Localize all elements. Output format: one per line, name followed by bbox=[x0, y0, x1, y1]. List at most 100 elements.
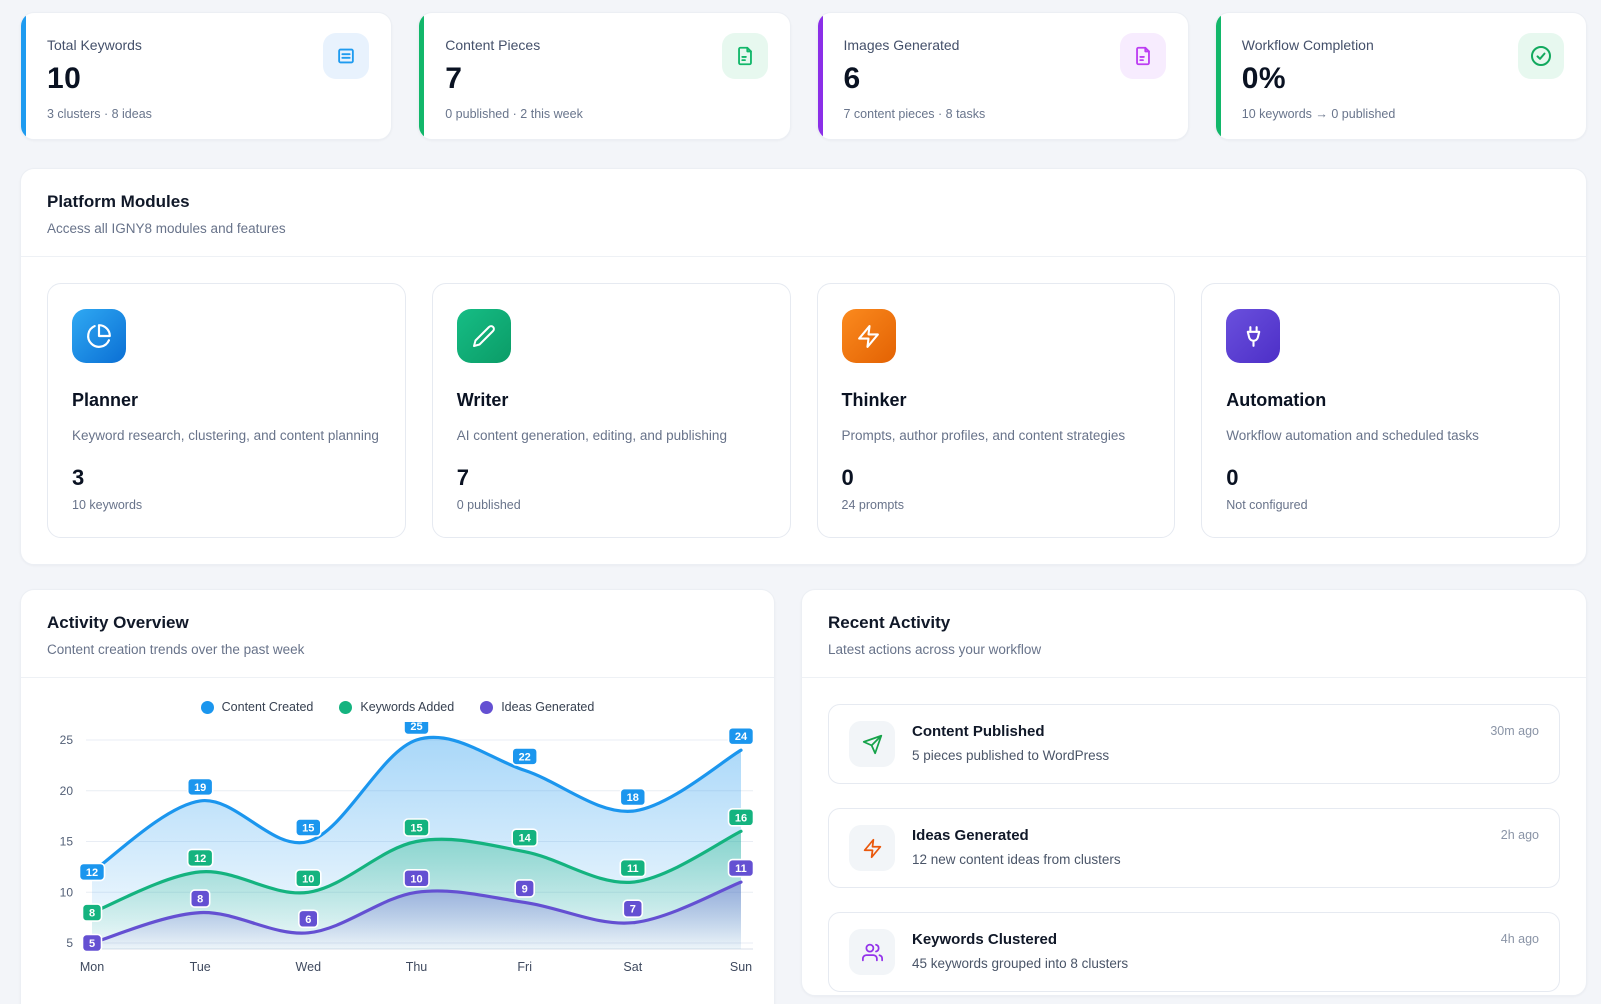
file-image-icon bbox=[1119, 33, 1166, 79]
module-value: 7 bbox=[456, 464, 469, 490]
stat-card-workflow-completion: Workflow Completion 0% 10 keywords → 0 p… bbox=[1214, 12, 1587, 140]
svg-text:8: 8 bbox=[89, 908, 95, 920]
activity-description: 45 keywords grouped into 8 clusters bbox=[912, 956, 1129, 971]
platform-modules-panel: Platform Modules Access all IGNY8 module… bbox=[20, 168, 1587, 565]
bottom-row: Activity Overview Content creation trend… bbox=[20, 589, 1587, 1004]
svg-text:Sun: Sun bbox=[730, 960, 752, 974]
module-subtext: 24 prompts bbox=[841, 497, 905, 512]
data-label: 15 bbox=[294, 818, 322, 837]
stat-label: Content Pieces bbox=[445, 37, 541, 53]
svg-text:22: 22 bbox=[519, 751, 531, 763]
module-description: AI content generation, editing, and publ… bbox=[456, 428, 727, 443]
panel-subtitle: Latest actions across your workflow bbox=[828, 642, 1042, 657]
svg-text:15: 15 bbox=[60, 835, 74, 849]
module-description: Prompts, author profiles, and content st… bbox=[841, 428, 1126, 443]
activity-description: 5 pieces published to WordPress bbox=[912, 748, 1110, 763]
activity-title: Ideas Generated bbox=[912, 827, 1029, 844]
svg-text:16: 16 bbox=[735, 812, 747, 824]
pencil-icon bbox=[456, 309, 511, 363]
svg-text:Sat: Sat bbox=[623, 960, 642, 974]
accent-bar bbox=[817, 13, 823, 139]
svg-text:Fri: Fri bbox=[517, 960, 532, 974]
svg-text:18: 18 bbox=[627, 792, 639, 804]
svg-text:25: 25 bbox=[60, 733, 74, 747]
data-label: 5 bbox=[81, 933, 103, 953]
module-value: 0 bbox=[1226, 464, 1239, 490]
panel-title: Platform Modules bbox=[47, 192, 190, 211]
svg-text:Mon: Mon bbox=[80, 960, 104, 974]
svg-text:15: 15 bbox=[302, 823, 314, 835]
svg-text:19: 19 bbox=[194, 782, 206, 794]
module-card-planner[interactable]: Planner Keyword research, clustering, an… bbox=[47, 283, 406, 538]
activity-timestamp: 4h ago bbox=[1500, 932, 1539, 946]
data-label: 11 bbox=[619, 858, 647, 878]
lightning-icon bbox=[849, 825, 895, 871]
svg-text:Tue: Tue bbox=[190, 960, 211, 974]
data-label: 6 bbox=[297, 909, 319, 929]
activity-overview-card: Activity Overview Content creation trend… bbox=[20, 589, 775, 1004]
activity-overview-header: Activity Overview Content creation trend… bbox=[21, 590, 774, 677]
data-label: 7 bbox=[622, 899, 644, 918]
plug-icon bbox=[1226, 309, 1281, 363]
module-description: Workflow automation and scheduled tasks bbox=[1226, 428, 1479, 443]
legend-dot bbox=[339, 700, 353, 714]
stat-card-content-pieces: Content Pieces 7 0 published · 2 this we… bbox=[418, 12, 791, 140]
module-subtext: 0 published bbox=[456, 497, 521, 512]
stats-row: Total Keywords 10 3 clusters · 8 ideas C… bbox=[20, 12, 1587, 140]
users-icon bbox=[849, 929, 895, 975]
svg-text:7: 7 bbox=[630, 904, 636, 916]
svg-text:5: 5 bbox=[89, 938, 95, 950]
activity-list: Content Published 5 pieces published to … bbox=[802, 678, 1586, 995]
module-name: Planner bbox=[72, 390, 139, 410]
svg-text:11: 11 bbox=[627, 863, 639, 875]
data-label: 8 bbox=[81, 903, 103, 922]
svg-text:10: 10 bbox=[302, 873, 314, 885]
data-label: 9 bbox=[514, 879, 536, 898]
legend-item: Keywords Added bbox=[339, 700, 454, 714]
activity-chart: 25 20 15 10 5 Mon Tue Wed Thu Fri Sat Sun 12 19 15 25 22… bbox=[21, 716, 774, 995]
module-value: 0 bbox=[841, 464, 854, 490]
module-card-thinker[interactable]: Thinker Prompts, author profiles, and co… bbox=[816, 283, 1176, 538]
svg-text:24: 24 bbox=[735, 731, 748, 743]
svg-text:10: 10 bbox=[410, 873, 422, 885]
stat-value: 6 bbox=[843, 62, 861, 95]
divider bbox=[21, 256, 1586, 257]
stat-subtext: 10 keywords → 0 published bbox=[1241, 107, 1396, 121]
module-card-writer[interactable]: Writer AI content generation, editing, a… bbox=[431, 283, 791, 538]
stat-card-images-generated: Images Generated 6 7 content pieces · 8 … bbox=[816, 12, 1189, 140]
activity-timestamp: 30m ago bbox=[1490, 724, 1539, 738]
stat-label: Total Keywords bbox=[47, 37, 142, 53]
activity-item-body: Content Published 5 pieces published to … bbox=[912, 721, 1473, 763]
activity-title: Keywords Clustered bbox=[912, 931, 1058, 948]
data-label: 14 bbox=[511, 828, 539, 847]
data-label: 22 bbox=[511, 747, 539, 766]
activity-item-keywords-clustered: Keywords Clustered 45 keywords grouped i… bbox=[828, 912, 1560, 992]
data-label: 24 bbox=[727, 726, 755, 746]
recent-activity-header: Recent Activity Latest actions across yo… bbox=[802, 590, 1586, 677]
module-name: Writer bbox=[456, 390, 509, 410]
data-label: 15 bbox=[403, 818, 430, 837]
modules-grid: Planner Keyword research, clustering, an… bbox=[21, 257, 1586, 564]
data-label: 10 bbox=[403, 869, 430, 888]
stat-label: Images Generated bbox=[843, 37, 960, 53]
data-label: 12 bbox=[186, 848, 214, 868]
divider bbox=[802, 677, 1586, 678]
svg-text:20: 20 bbox=[60, 784, 74, 798]
module-card-automation[interactable]: Automation Workflow automation and sched… bbox=[1201, 283, 1560, 538]
svg-text:9: 9 bbox=[522, 883, 528, 895]
data-label: 16 bbox=[727, 808, 755, 827]
accent-bar bbox=[419, 13, 425, 139]
svg-text:10: 10 bbox=[60, 885, 74, 899]
module-subtext: 10 keywords bbox=[72, 497, 143, 512]
stat-subtext: 0 published · 2 this week bbox=[445, 107, 583, 121]
activity-item-body: Keywords Clustered 45 keywords grouped i… bbox=[912, 929, 1484, 971]
stat-card-total-keywords: Total Keywords 10 3 clusters · 8 ideas bbox=[20, 12, 393, 140]
svg-text:25: 25 bbox=[410, 722, 422, 733]
svg-text:12: 12 bbox=[86, 867, 98, 879]
svg-text:6: 6 bbox=[305, 914, 311, 926]
keywords-list-icon bbox=[323, 33, 370, 79]
accent-bar bbox=[21, 13, 26, 139]
stat-subtext: 3 clusters · 8 ideas bbox=[47, 107, 152, 121]
recent-activity-card: Recent Activity Latest actions across yo… bbox=[801, 589, 1587, 996]
legend-dot bbox=[200, 700, 214, 714]
